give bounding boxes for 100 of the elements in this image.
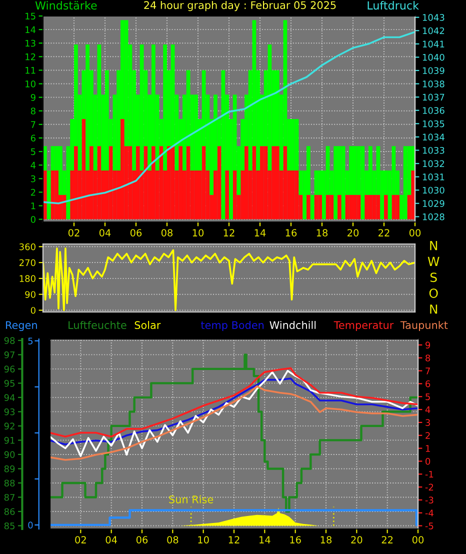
y-tick-label: 5 [31, 148, 36, 156]
x-tick-label: 08 [167, 536, 178, 544]
x-tick-label: 00 [409, 229, 421, 236]
x-tick-label: 14 [260, 536, 270, 544]
text: Taupunkt [400, 320, 448, 332]
y2-tick-label: 6 [426, 380, 430, 388]
text: temp Boden [200, 320, 264, 332]
text: O [429, 288, 438, 298]
y2-tick-label: 9 [426, 342, 430, 348]
text: Temperatur [334, 321, 394, 332]
y2-tick-label: 1031 [422, 174, 444, 180]
y-tick-label: 85 [4, 522, 14, 530]
y-tick-label: 0 [30, 216, 36, 223]
y-tick-label: 97 [4, 351, 15, 358]
y-tick-label: 15 [26, 12, 36, 20]
x-tick-label: 16 [290, 536, 301, 544]
y2-tick-label: 1028 [422, 213, 444, 220]
y2-tick-label: 1043 [422, 14, 444, 21]
y-tick-label: 92 [4, 422, 14, 430]
y2-tick-label: 4 [425, 406, 430, 413]
y-tick-label: 0 [30, 306, 36, 314]
y2-tick-label: -2 [425, 484, 434, 490]
y2-tick-label: 1041 [422, 40, 444, 48]
x-tick-label: 14 [254, 229, 266, 236]
y-tick-label: 8 [30, 108, 36, 114]
y-tick-label: 11 [26, 67, 36, 74]
y-tick-label: 94 [4, 394, 15, 401]
y2-tick-label: 3 [426, 419, 430, 426]
x-tick-label: 02 [68, 229, 80, 236]
text: Luftfeuchte [68, 320, 126, 330]
y2-tick-label: 1037 [422, 94, 444, 101]
x-tick-label: 04 [99, 229, 111, 236]
y-tick-label: 7 [31, 121, 36, 128]
y-tick-label: 3 [31, 175, 36, 182]
x-tick-label: 22 [378, 229, 390, 236]
x-tick-label: 04 [106, 536, 117, 544]
y-tick-label: 88 [4, 480, 15, 487]
text: Windchill [270, 320, 316, 330]
y2-tick-label: 2 [426, 432, 430, 439]
y-tick-label: 96 [4, 366, 15, 372]
y2-tick-label: 1032 [422, 160, 444, 168]
x-tick-label: 20 [348, 229, 359, 236]
x-tick-label: 18 [320, 536, 332, 544]
y2-tick-label: 1029 [422, 200, 444, 207]
y-tick-label: 86 [4, 508, 15, 516]
x-tick-label: 10 [192, 229, 204, 236]
y2-tick-label: 0 [426, 458, 430, 465]
y-tick-label: 13 [26, 40, 36, 47]
y-tick-label: 95 [4, 380, 14, 387]
x-tick-label: 12 [228, 536, 240, 544]
y-tick-label: 87 [4, 494, 15, 501]
x-tick-label: 08 [161, 229, 173, 236]
x-tick-label: 12 [224, 229, 234, 236]
y2-tick-label: 1034 [422, 134, 444, 140]
y-tick-label: 4 [30, 162, 36, 169]
x-tick-label: 20 [351, 536, 362, 544]
y-tick-label: 180 [20, 275, 36, 282]
x-tick-label: 06 [130, 229, 142, 236]
y-tick-label: 1 [31, 202, 36, 210]
y-axis-title: Windstärke [35, 1, 97, 10]
text: N [430, 240, 438, 250]
y2-tick-label: 8 [426, 354, 430, 362]
y-tick-label: 6 [30, 134, 36, 142]
text: Regen [6, 321, 37, 332]
chart-title: 24 hour graph day : Februar 05 2025 [144, 1, 336, 12]
y2-tick-label: 1039 [422, 67, 444, 74]
x-tick-label: 18 [316, 229, 328, 236]
y-tick-label: 270 [19, 259, 36, 266]
text: S [430, 272, 437, 282]
text: W [428, 256, 440, 266]
ref-line-label: Sun Rise [169, 495, 214, 504]
y-tick-label: 98 [4, 337, 15, 344]
y2-tick-label: -3 [425, 496, 434, 504]
y-tick-label: 89 [4, 465, 15, 472]
y2-tick-label: 1036 [422, 107, 444, 114]
y-tick-label: 90 [25, 291, 36, 298]
y-tick-label: 12 [26, 53, 36, 60]
y2-tick-label: 7 [426, 368, 430, 374]
x-tick-label: 06 [136, 536, 148, 544]
y-tick-label: 91 [4, 436, 14, 444]
x-tick-label: 10 [198, 536, 209, 544]
text: N [430, 304, 438, 314]
y2-tick-label: 1 [426, 445, 430, 452]
y2-tick-label: 1040 [422, 54, 444, 61]
y-tick-label: 10 [26, 80, 36, 88]
y2-tick-label: 1030 [422, 186, 444, 194]
x-tick-label: 22 [382, 536, 393, 544]
y2-tick-label: 1033 [422, 146, 444, 154]
y2-axis-title: Luftdruck [368, 1, 419, 10]
y-tick-label: 9 [30, 94, 36, 101]
y2-tick-label: 1035 [422, 120, 444, 128]
x-tick-label: 16 [286, 229, 297, 236]
y-tick-label: 93 [4, 408, 15, 416]
y-tick-label: 14 [26, 26, 36, 33]
y2-tick-label: -1 [425, 470, 434, 478]
text: Solar [134, 320, 161, 330]
y2-tick-label: 5 [426, 393, 430, 400]
y-tick-label: 2 [30, 188, 36, 196]
y2-tick-label: 1042 [422, 27, 444, 34]
y-tick-label: 360 [20, 243, 36, 250]
